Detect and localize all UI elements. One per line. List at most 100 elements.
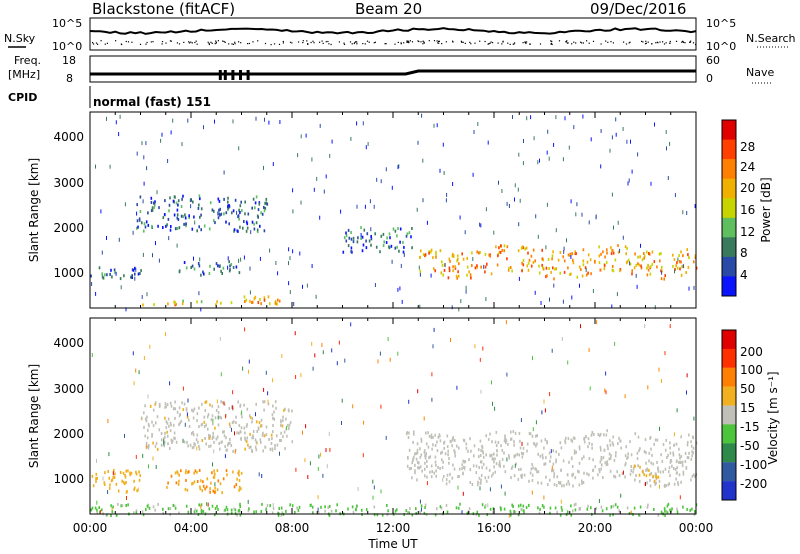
- velocity-cell: [686, 443, 689, 447]
- noise-search-point: [662, 41, 664, 43]
- power-cell: [131, 268, 134, 272]
- power-cell: [236, 210, 238, 215]
- velocity-cell: [662, 443, 665, 446]
- velocity-cell: [644, 324, 646, 329]
- power-cell: [329, 153, 331, 158]
- velocity-cell: [145, 508, 147, 512]
- velocity-cell: [426, 481, 428, 486]
- velocity-cell: [588, 441, 591, 445]
- velocity-cell: [467, 449, 469, 453]
- noise-search-point: [248, 42, 250, 45]
- velocity-cell: [605, 463, 608, 467]
- power-cell: [521, 261, 523, 265]
- velocity-cell: [691, 450, 693, 454]
- power-cell: [419, 272, 421, 277]
- power-cell: [582, 259, 585, 263]
- velocity-cell: [248, 446, 251, 449]
- velocity-cell: [188, 470, 190, 474]
- power-cell: [362, 121, 364, 126]
- power-cell: [410, 235, 412, 239]
- velocity-cell: [188, 418, 190, 422]
- velocity-cell: [605, 371, 607, 376]
- power-cell: [362, 243, 365, 247]
- power-cell: [553, 142, 555, 147]
- noise-search-point: [628, 42, 630, 44]
- velocity-cell: [96, 458, 97, 463]
- velocity-cell: [676, 471, 678, 475]
- velocity-cell: [428, 456, 430, 460]
- velocity-cell: [149, 344, 151, 349]
- power-ytick-label: 4000: [53, 130, 84, 144]
- power-cell: [436, 123, 438, 128]
- power-cell: [244, 200, 246, 204]
- velocity-cell: [203, 425, 206, 428]
- velocity-cell: [650, 447, 652, 451]
- velocity-cell: [426, 459, 428, 463]
- power-cell: [530, 254, 533, 258]
- noise-search-point: [150, 41, 152, 43]
- velocity-cell: [196, 480, 199, 483]
- colorbar-segment: [722, 120, 736, 140]
- velocity-cell: [454, 439, 456, 442]
- velocity-cell: [182, 408, 185, 412]
- power-cell: [313, 187, 315, 192]
- power-cell: [182, 215, 185, 219]
- velocity-cell: [224, 445, 226, 448]
- power-cell: [638, 263, 641, 267]
- power-cell: [239, 204, 242, 208]
- velocity-cell: [229, 441, 231, 445]
- power-cell: [191, 264, 194, 268]
- power-cell: [567, 253, 570, 257]
- power-cell: [197, 262, 200, 265]
- velocity-cell: [669, 508, 671, 512]
- power-cell: [598, 245, 600, 249]
- power-cell: [508, 266, 510, 270]
- velocity-cell: [165, 420, 168, 424]
- power-cell: [419, 256, 421, 259]
- power-cell: [356, 121, 358, 126]
- freq-mark: [218, 70, 222, 80]
- velocity-cell: [656, 460, 658, 464]
- velocity-cell: [481, 466, 483, 470]
- velocity-cell: [493, 452, 495, 456]
- velocity-cell: [690, 444, 693, 448]
- colorbar-segment: [722, 276, 736, 297]
- power-cell: [263, 298, 266, 302]
- velocity-cell: [647, 385, 649, 390]
- power-cell: [125, 307, 127, 312]
- velocity-cell: [508, 456, 510, 460]
- power-cell: [221, 272, 223, 275]
- noise-search-point: [385, 43, 387, 45]
- velocity-cell: [687, 440, 689, 444]
- velocity-cell: [217, 508, 219, 511]
- velocity-cell: [101, 508, 103, 512]
- velocity-cell: [112, 476, 115, 479]
- power-cell: [136, 203, 138, 207]
- velocity-cell: [469, 468, 472, 472]
- power-cell: [569, 273, 571, 276]
- power-cell: [600, 252, 602, 256]
- velocity-cell: [178, 511, 180, 515]
- power-cell: [361, 235, 364, 239]
- velocity-cell: [558, 452, 560, 456]
- noise-search-point: [612, 42, 614, 44]
- velocity-cell: [549, 392, 551, 397]
- velocity-cell: [156, 415, 159, 419]
- velocity-cell: [147, 428, 149, 432]
- velocity-cell: [192, 416, 195, 420]
- velocity-cell: [148, 464, 149, 469]
- power-cell: [554, 267, 556, 271]
- power-cell: [227, 200, 229, 204]
- noise-search-point: [566, 42, 568, 44]
- velocity-cell: [271, 437, 273, 441]
- power-cell: [426, 220, 428, 225]
- power-cell: [449, 259, 451, 263]
- power-cell: [261, 212, 264, 216]
- power-cell: [612, 269, 615, 273]
- velocity-cell: [597, 432, 600, 436]
- velocity-cell: [443, 441, 445, 445]
- velocity-cell: [668, 482, 671, 486]
- velocity-cell: [694, 474, 696, 478]
- velocity-panel: 4000 3000 2000 1000 Slant Range [km] 200…: [27, 317, 780, 518]
- power-colorbar-ticks: 28 24 20 16 12 8 4: [740, 140, 755, 282]
